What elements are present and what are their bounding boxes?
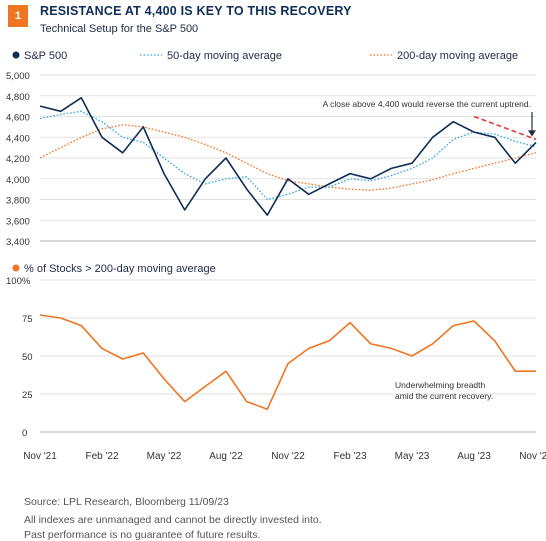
- y-tick-label-top: 3,800: [6, 196, 30, 207]
- footer-disclaimer-1: All indexes are unmanaged and cannot be …: [24, 514, 322, 526]
- x-tick-label: Feb '22: [85, 451, 118, 462]
- x-tick-label: Nov '23: [519, 451, 546, 462]
- y-tick-label-bottom: 75: [22, 314, 33, 325]
- x-tick-label: May '23: [395, 451, 430, 462]
- legend-label-breadth: % of Stocks > 200-day moving average: [24, 263, 216, 275]
- x-tick-label: Aug '22: [209, 451, 243, 462]
- x-tick-label: Nov '21: [23, 451, 57, 462]
- y-tick-label-bottom: 25: [22, 390, 33, 401]
- chart-number-badge: 1: [8, 5, 28, 27]
- legend-label-ma50: 50-day moving average: [167, 50, 282, 62]
- legend-label-sp500: S&P 500: [24, 50, 67, 62]
- chart-subtitle: Technical Setup for the S&P 500: [40, 23, 199, 35]
- x-tick-label: Feb '23: [333, 451, 366, 462]
- y-tick-label-top: 4,600: [6, 113, 30, 124]
- y-tick-label-top: 4,000: [6, 175, 30, 186]
- annotation-resistance: A close above 4,400 would reverse the cu…: [323, 99, 531, 109]
- footer-source: Source: LPL Research, Bloomberg 11/09/23: [24, 496, 229, 508]
- y-tick-label-top: 3,400: [6, 237, 30, 248]
- legend-swatch-breadth: [12, 264, 20, 272]
- x-tick-label: Aug '23: [457, 451, 491, 462]
- y-tick-label-top: 3,600: [6, 216, 30, 227]
- legend-swatch-sp500: [12, 51, 20, 59]
- y-tick-label-bottom: 50: [22, 352, 33, 363]
- y-tick-label-bottom: 0: [22, 428, 27, 439]
- chart-title: RESISTANCE AT 4,400 IS KEY TO THIS RECOV…: [40, 4, 352, 18]
- y-tick-label-top: 4,200: [6, 154, 30, 165]
- y-tick-label-top: 5,000: [6, 71, 30, 82]
- series-line-breadth: [39, 314, 536, 410]
- annotation-breadth: Underwhelming breadth amid the current re…: [395, 380, 493, 401]
- series-line-sp500: [39, 97, 537, 216]
- x-tick-label: May '22: [147, 451, 182, 462]
- annotation-arrow-head: [528, 130, 536, 137]
- series-line-ma50: [39, 110, 537, 201]
- series-line-ma200: [39, 124, 537, 191]
- legend-label-ma200: 200-day moving average: [397, 50, 518, 62]
- y-tick-label-bottom: 100%: [6, 276, 31, 287]
- y-tick-label-top: 4,400: [6, 133, 30, 144]
- footer-disclaimer-2: Past performance is no guarantee of futu…: [24, 529, 261, 541]
- x-tick-label: Nov '22: [271, 451, 305, 462]
- y-tick-label-top: 4,800: [6, 92, 30, 103]
- resistance-trendline: [473, 115, 537, 141]
